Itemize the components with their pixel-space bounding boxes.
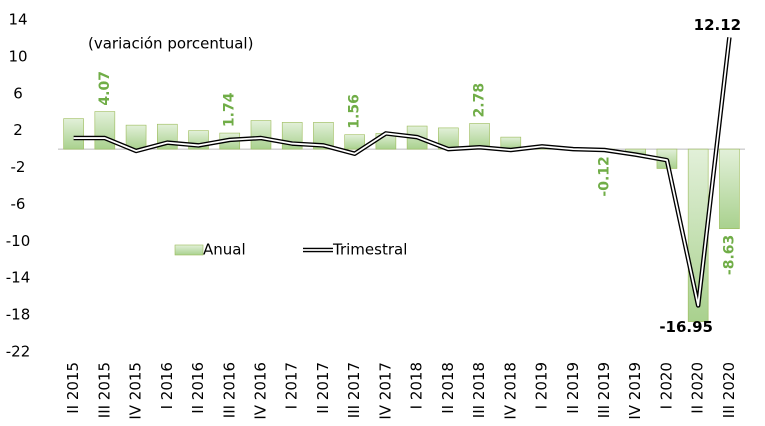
x-tick-label: III 2019 <box>595 362 613 418</box>
y-tick-label: 6 <box>13 84 23 102</box>
bar <box>125 124 147 150</box>
bar-value-label: 2.78 <box>472 83 488 118</box>
x-tick-label: III 2020 <box>720 362 738 418</box>
x-tick-label: II 2015 <box>64 362 82 414</box>
bar <box>94 111 116 150</box>
y-tick-label: 10 <box>8 47 27 65</box>
x-tick-label: III 2018 <box>470 362 488 418</box>
x-tick-label: II 2017 <box>314 362 332 414</box>
bar <box>63 118 84 150</box>
line-value-label: 12.12 <box>694 16 741 34</box>
bar-value-label: 4.07 <box>97 71 113 106</box>
x-tick-label: IV 2019 <box>626 362 644 420</box>
x-tick-label: I 2020 <box>657 362 675 409</box>
y-tick-label: -14 <box>6 269 31 287</box>
x-tick-label: III 2017 <box>345 362 363 418</box>
legend-label: Anual <box>203 241 246 259</box>
x-tick-label: III 2015 <box>95 362 113 418</box>
x-tick-label: IV 2016 <box>251 362 269 420</box>
x-tick-label: I 2019 <box>533 362 551 409</box>
line-inner <box>73 37 731 307</box>
bar <box>719 148 740 229</box>
x-tick-label: II 2019 <box>564 362 582 414</box>
y-tick-label: 14 <box>8 11 27 29</box>
y-tick-label: -2 <box>11 158 26 176</box>
y-tick-label: -6 <box>11 195 26 213</box>
annotation: (variación porcentual) <box>88 35 253 53</box>
x-tick-label: I 2018 <box>408 362 426 409</box>
x-tick-label: IV 2015 <box>127 362 145 420</box>
x-tick-label: IV 2018 <box>501 362 519 420</box>
x-tick-label: I 2016 <box>158 362 176 409</box>
x-tick-label: II 2016 <box>189 362 207 414</box>
y-tick-label: -10 <box>6 232 31 250</box>
bar-value-label: 1.56 <box>347 94 363 129</box>
legend-label: Trimestral <box>332 241 407 259</box>
line-outline <box>73 37 732 308</box>
bar-value-label: -0.12 <box>596 156 612 196</box>
y-tick-label: -22 <box>6 343 31 361</box>
bar <box>344 134 365 150</box>
x-tick-label: II 2018 <box>439 362 457 414</box>
bar <box>313 122 334 150</box>
bar-value-label: -8.63 <box>721 235 737 275</box>
bar-value-label: 1.74 <box>222 92 238 127</box>
y-tick-label: -18 <box>6 306 31 324</box>
x-tick-label: III 2016 <box>220 362 238 418</box>
x-tick-label: II 2020 <box>689 362 707 414</box>
bar <box>250 120 272 150</box>
line-value-label: -16.95 <box>659 318 713 336</box>
x-tick-label: I 2017 <box>283 362 301 409</box>
x-tick-label: IV 2017 <box>376 362 394 420</box>
y-tick-label: 2 <box>13 121 23 139</box>
legend-swatch <box>174 244 204 256</box>
